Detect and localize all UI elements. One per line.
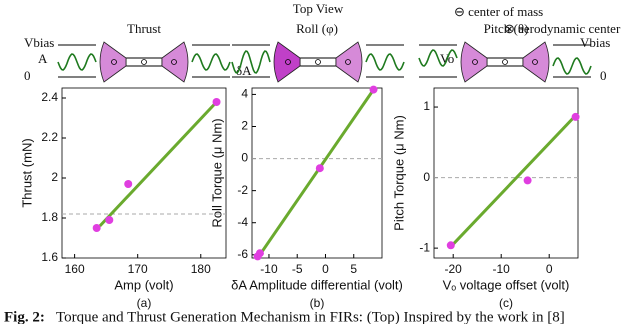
- caption-text: Torque and Thrust Generation Mechanism i…: [56, 309, 565, 324]
- signal: [191, 53, 231, 71]
- data-point: [571, 112, 580, 121]
- legend-ac: ⊗ aerodynamic center: [504, 21, 621, 36]
- y-axis-label: Thrust (mN): [19, 138, 34, 207]
- y-tick-label: 2: [51, 170, 58, 184]
- caption-label: Fig. 2:: [4, 309, 45, 324]
- y-tick-label: -6: [237, 247, 248, 261]
- plot-frame: [433, 87, 579, 259]
- signal: [418, 49, 458, 67]
- fit-line: [449, 114, 577, 248]
- x-tick-label: 160: [65, 262, 85, 276]
- vbias-label: Vbias: [580, 35, 610, 50]
- data-point: [255, 249, 264, 258]
- sub-label: (b): [310, 296, 325, 310]
- signal: [57, 53, 97, 71]
- chart-title: Pitch (θ): [484, 21, 529, 36]
- x-tick-label: -5: [292, 262, 303, 276]
- wing: [460, 41, 488, 83]
- marker: [345, 59, 351, 65]
- zero-label: 0: [600, 68, 607, 83]
- x-tick-label: -10: [260, 262, 278, 276]
- com: [141, 59, 147, 65]
- legend-com: ⊖ center of mass: [454, 4, 543, 19]
- signal: [231, 50, 271, 74]
- marker: [532, 59, 538, 65]
- com: [502, 59, 508, 65]
- signal: [552, 57, 592, 75]
- x-tick-label: 0: [322, 262, 329, 276]
- marker: [285, 59, 291, 65]
- vbias-label: Vbias: [24, 35, 54, 50]
- plot-frame: [251, 87, 383, 259]
- y-tick-label: -2: [237, 183, 248, 197]
- x-axis-label: δA Amplitude differential (volt): [231, 277, 403, 292]
- x-tick-label: -20: [445, 262, 463, 276]
- data-point: [315, 164, 324, 173]
- fit-line: [256, 88, 375, 259]
- signal: [365, 53, 405, 71]
- chart-title: Thrust: [127, 21, 161, 36]
- data-point: [105, 216, 114, 224]
- y-tick-label: 0: [241, 151, 248, 165]
- x-tick-label: 0: [546, 262, 553, 276]
- y-tick-label: 4: [241, 87, 248, 101]
- plot-frame: [61, 87, 227, 259]
- wing: [99, 41, 127, 83]
- y-tick-label: -1: [419, 240, 430, 254]
- com: [315, 59, 321, 65]
- x-tick-label: 5: [350, 262, 357, 276]
- wing: [522, 41, 550, 83]
- y-tick-label: 0: [423, 170, 430, 184]
- y-tick-label: 2: [241, 119, 248, 133]
- marker: [472, 59, 478, 65]
- data-point: [212, 98, 221, 106]
- data-point: [446, 241, 455, 250]
- fit-line: [98, 100, 218, 228]
- data-point: [92, 224, 101, 232]
- data-point: [124, 180, 133, 188]
- wing: [273, 41, 301, 83]
- y-tick-label: 2.2: [41, 130, 58, 144]
- amp-label: A: [38, 51, 48, 66]
- top-view-label: Top View: [293, 1, 344, 16]
- y-axis-label: Roll Torque (μ Nm): [209, 118, 224, 227]
- marker: [171, 59, 177, 65]
- data-point: [523, 176, 532, 185]
- y-axis-label: Pitch Torque (μ Nm): [391, 115, 406, 231]
- x-axis-label: Vₒ voltage offset (volt): [443, 277, 570, 292]
- y-tick-label: 1.8: [41, 210, 58, 224]
- y-tick-label: 2.4: [41, 90, 58, 104]
- wing: [335, 41, 363, 83]
- y-tick-label: -4: [237, 215, 248, 229]
- x-tick-label: 170: [128, 262, 148, 276]
- x-tick-label: 180: [191, 262, 211, 276]
- zero-label: 0: [24, 68, 31, 83]
- x-axis-label: Amp (volt): [114, 277, 173, 292]
- y-tick-label: 1: [423, 99, 430, 113]
- sub-label: (a): [137, 296, 152, 310]
- y-tick-label: 1.6: [41, 250, 58, 264]
- sub-label: (c): [499, 296, 513, 310]
- wing: [161, 41, 189, 83]
- chart-title: Roll (φ): [296, 21, 338, 36]
- x-tick-label: -10: [493, 262, 511, 276]
- data-point: [369, 85, 378, 94]
- marker: [111, 59, 117, 65]
